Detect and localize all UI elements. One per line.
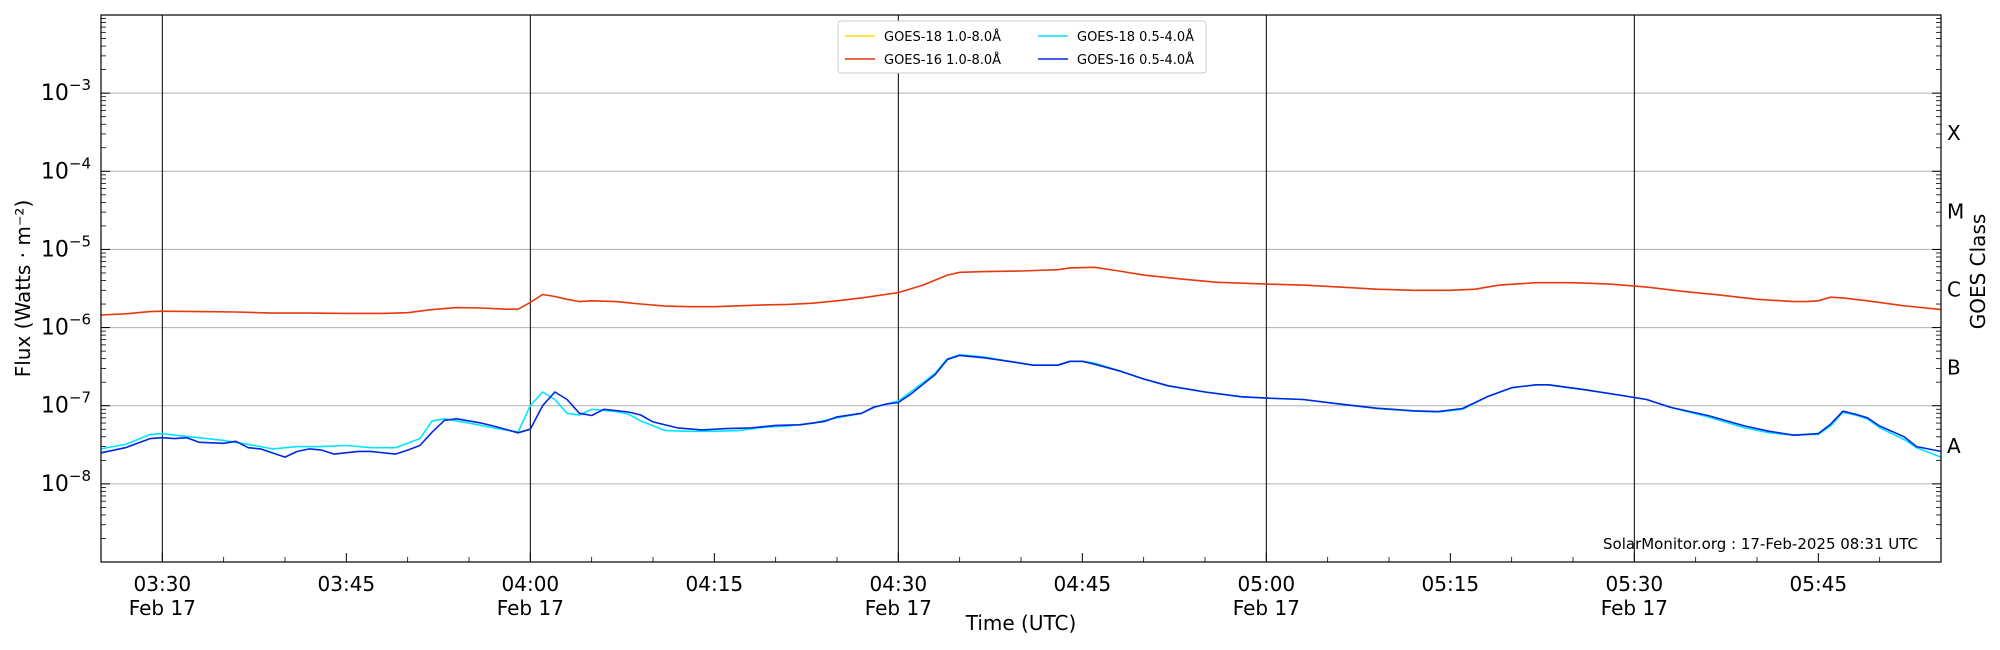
y-tick-label: 10−6 [41,311,91,341]
y-tick-label: 10−5 [41,232,91,262]
x-tick-sublabel: Feb 17 [129,596,196,620]
x-tick-sublabel: Feb 17 [1233,596,1300,620]
y-tick-label: 10−3 [41,76,91,106]
legend-item: GOES-18 0.5-4.0Å [1038,29,1194,45]
hour-marker-lines [161,15,1635,562]
legend-box [837,20,1207,74]
legend-label: GOES-16 1.0-8.0Å [884,52,1001,68]
legend: GOES-18 1.0-8.0Å GOES-18 0.5-4.0Å GOES-1… [837,20,1207,74]
x-tick-label: 05:15 [1422,572,1480,596]
x-tick-label: 03:30 [134,572,192,596]
legend-item: GOES-16 1.0-8.0Å [845,52,1001,68]
x-tick-sublabel: Feb 17 [497,596,564,620]
legend-label: GOES-18 0.5-4.0Å [1077,29,1194,45]
goes-class-label: X [1947,121,1961,145]
goes-class-label: M [1947,199,1964,223]
x-tick-label: 05:00 [1238,572,1296,596]
x-tick-label: 05:45 [1790,572,1848,596]
source-annotation: SolarMonitor.org : 17-Feb-2025 08:31 UTC [1603,535,1918,553]
x-tick-label: 04:15 [686,572,744,596]
series-lines [100,266,1942,458]
x-tick-label: 05:30 [1606,572,1664,596]
axis-ticks [100,18,1942,562]
y-tick-label: 10−7 [41,389,91,419]
y-tick-label: 10−4 [41,154,91,184]
legend-item: GOES-16 0.5-4.0Å [1038,52,1194,68]
x-tick-sublabel: Feb 17 [1601,596,1668,620]
series-line [100,266,1942,316]
x-tick-label: 04:30 [870,572,928,596]
x-tick-label: 04:00 [502,572,560,596]
x-tick-label: 03:45 [318,572,376,596]
y-axis-right-title: GOES Class [1966,214,1990,330]
goes-class-label: B [1947,356,1961,380]
legend-item: GOES-18 1.0-8.0Å [845,29,1001,45]
series-line [100,354,1942,458]
legend-label: GOES-16 0.5-4.0Å [1077,52,1194,68]
x-tick-label: 04:45 [1054,572,1112,596]
x-axis-title: Time (UTC) [965,611,1077,635]
x-tick-sublabel: Feb 17 [865,596,932,620]
goes-class-label: C [1947,278,1961,302]
legend-label: GOES-18 1.0-8.0Å [884,29,1001,45]
y-tick-label: 10−8 [41,467,91,497]
goes-class-label: A [1947,434,1961,458]
y-axis-title: Flux (Watts · m⁻²) [11,200,35,378]
